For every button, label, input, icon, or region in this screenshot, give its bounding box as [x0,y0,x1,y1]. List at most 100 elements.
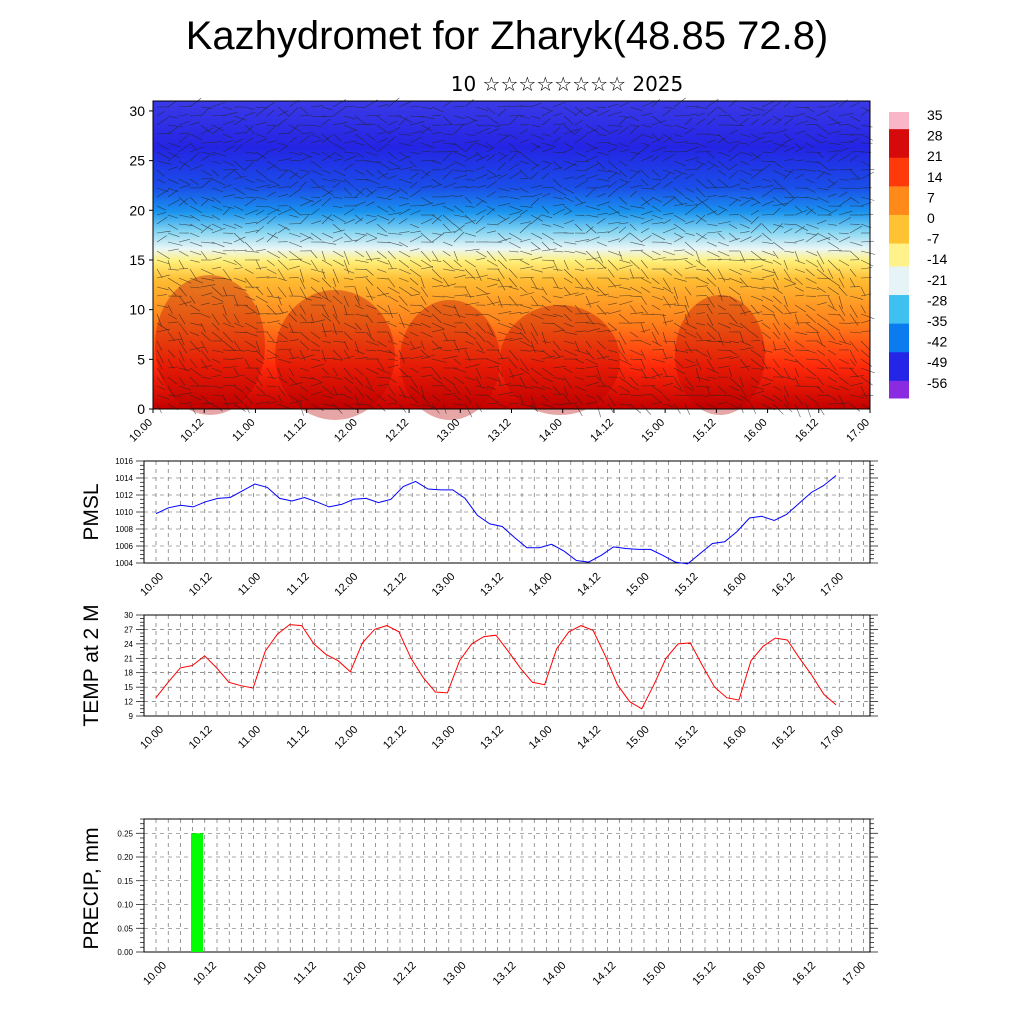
wind-barb [684,169,698,171]
wind-barb [354,160,369,162]
wind-barb [772,277,779,290]
wind-barb [541,118,551,126]
wind-barb [739,365,751,369]
wind-barb [662,403,674,407]
wind-barb [398,151,410,158]
wind-barb [200,223,214,231]
wind-barb [563,219,575,225]
wind-barb [244,209,259,216]
wind-barb [255,349,265,360]
wind-barb [519,205,533,208]
wind-barb [222,160,235,166]
wind-barb [409,210,421,216]
wind-barb [717,106,727,114]
wind-barb [354,188,366,198]
wind-barb [222,170,235,180]
wind-barb [486,301,501,306]
wind-barb [574,340,580,352]
wind-barb [365,123,376,126]
wind-barb [277,376,288,384]
colorbar-swatch [889,243,909,250]
wind-barb [398,357,410,360]
wind-barb [695,106,708,109]
wind-barb [860,403,871,410]
heatmap-x-tick-label: 15.00 [639,417,667,445]
wind-barb [222,394,229,409]
wind-barb [772,129,787,135]
wind-barb [354,322,362,331]
wind-barb [398,277,409,282]
wind-barb [189,214,201,222]
wind-barb [596,124,609,133]
wind-barb [376,268,387,273]
wind-barb [255,367,263,376]
heatmap-y-tick-label: 5 [137,351,145,367]
wind-barb [827,349,837,356]
wind-barb [486,322,494,335]
wind-barb [233,236,246,243]
wind-barb [200,268,214,276]
wind-barb [244,159,256,171]
wind-barb [376,403,386,412]
wind-barb [794,209,808,216]
wind-barb [310,186,325,189]
wind-barb [189,152,200,162]
wind-barb [618,101,630,108]
y-tick-label: 1014 [115,474,133,483]
wind-barb [398,394,412,399]
wind-barb [255,205,268,208]
colorbar-swatch [889,232,909,239]
wind-barb [431,367,442,380]
wind-barb [398,196,409,200]
wind-barb [541,313,557,318]
x-tick-label: 17.00 [840,960,868,988]
wind-barb [541,163,551,171]
wind-barb [497,173,508,180]
wind-barb [662,169,675,175]
wind-barb [585,295,592,308]
warm-region [400,300,500,420]
wind-barb [651,196,663,203]
wind-barb [420,250,432,263]
wind-barb [310,232,322,241]
wind-barb [299,259,312,265]
wind-barb [706,286,715,296]
wind-barb [596,169,611,173]
wind-barb [849,225,863,234]
wind-barb [563,394,571,403]
wind-barb [761,241,774,244]
wind-barb [508,241,521,249]
wind-barb [728,237,740,243]
wind-barb [310,382,323,387]
wind-barb [816,302,827,306]
wind-barb [717,401,728,405]
wind-barb [464,363,480,369]
wind-barb [442,101,452,108]
wind-barb [596,106,607,109]
wind-barb [695,232,707,240]
wind-barb [552,178,562,188]
wind-barb [255,169,267,179]
wind-barb [343,232,352,241]
wind-barb [640,349,646,360]
wind-barb [178,105,192,108]
wind-barb [189,312,202,315]
wind-barb [189,142,198,151]
wind-barb [354,115,366,125]
wind-barb [574,223,583,232]
wind-barb [728,115,737,123]
wind-barb [409,121,425,126]
wind-barb [860,367,875,374]
wind-barb [728,232,738,241]
wind-barb [233,138,244,144]
wind-barb [167,115,178,119]
x-tick-label: 11.12 [284,724,311,751]
wind-barb [662,394,671,402]
wind-barb [530,256,543,261]
wind-barb [255,151,267,160]
wind-barb [189,232,200,238]
colorbar-swatch [889,163,909,170]
wind-barb [431,285,444,288]
wind-barb [387,385,396,396]
wind-barb [266,109,275,117]
